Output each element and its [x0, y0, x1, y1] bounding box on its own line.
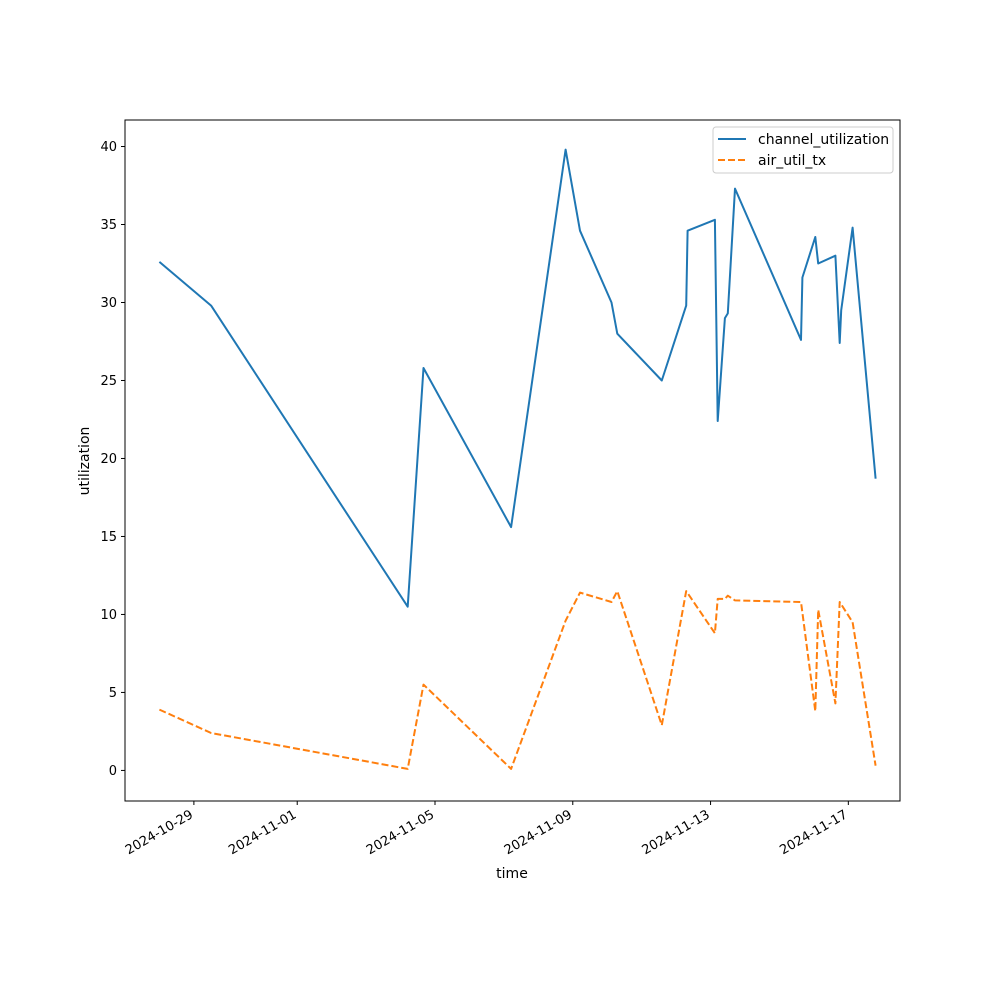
- plot-frame: [124, 119, 901, 802]
- x-axis-label: time: [496, 866, 528, 882]
- y-tick-label: 35: [100, 218, 117, 233]
- y-tick-label: 0: [109, 764, 117, 779]
- y-tick-label: 10: [100, 608, 117, 623]
- series-line-air-util-tx: [158, 590, 877, 770]
- y-axis: 0 5 10 15 20 25 30 35 40: [100, 140, 125, 779]
- x-tick-label: 2024-11-01: [226, 807, 299, 858]
- plot-lines: [158, 148, 877, 770]
- legend-box: [712, 126, 894, 174]
- legend-label-channel-utilization: channel_utilization: [758, 132, 889, 148]
- x-tick-label: 2024-11-09: [502, 807, 575, 858]
- x-tick-label: 2024-10-29: [123, 807, 196, 858]
- y-tick-label: 30: [100, 296, 117, 311]
- y-tick-label: 5: [109, 686, 117, 701]
- x-tick-label: 2024-11-13: [640, 807, 713, 858]
- y-tick-label: 40: [100, 140, 117, 155]
- x-tick-label: 2024-11-05: [364, 807, 437, 858]
- x-axis: 2024-10-29 2024-11-01 2024-11-05 2024-11-09…: [123, 801, 850, 858]
- x-tick-label: 2024-11-17: [777, 807, 850, 858]
- legend: channel_utilization air_util_tx: [712, 126, 894, 174]
- legend-label-air-util-tx: air_util_tx: [758, 153, 826, 169]
- y-tick-label: 15: [100, 530, 117, 545]
- series-line-channel-utilization: [158, 148, 877, 608]
- y-tick-label: 25: [100, 374, 117, 389]
- y-axis-label: utilization: [77, 427, 93, 496]
- y-tick-label: 20: [100, 452, 117, 467]
